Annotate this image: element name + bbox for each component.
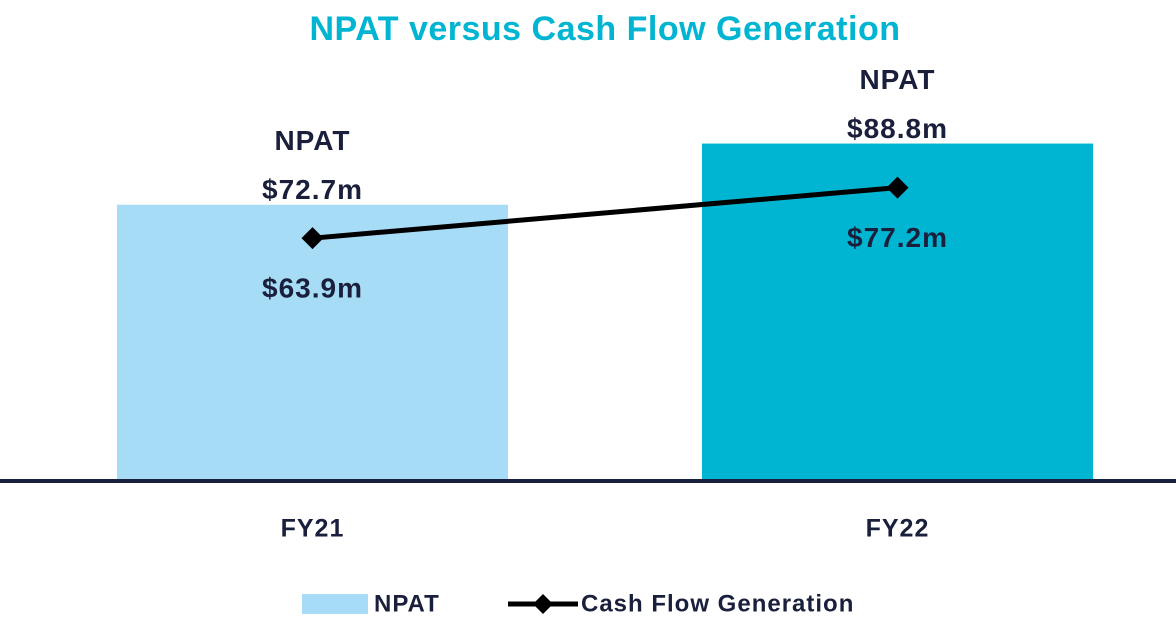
line: [312, 185, 898, 241]
chart-title: NPAT versus Cash Flow Generation: [310, 10, 901, 48]
data-label: $72.7m: [262, 174, 363, 205]
data-label: $63.9m: [262, 273, 363, 304]
line-marker: [301, 227, 324, 250]
legend-label: Cash Flow Generation: [581, 590, 854, 617]
legend-swatch: [302, 594, 368, 614]
data-label: $88.8m: [847, 113, 948, 144]
line-marker: [886, 176, 909, 199]
data-label-name: NPAT: [859, 64, 935, 95]
data-label: $77.2m: [847, 222, 948, 253]
x-tick-label: FY22: [866, 515, 930, 543]
data-label-name: NPAT: [274, 125, 350, 156]
bar: [117, 204, 508, 482]
legend-swatch: [533, 594, 553, 614]
legend-label: NPAT: [374, 590, 440, 617]
x-tick-label: FY21: [281, 515, 345, 543]
